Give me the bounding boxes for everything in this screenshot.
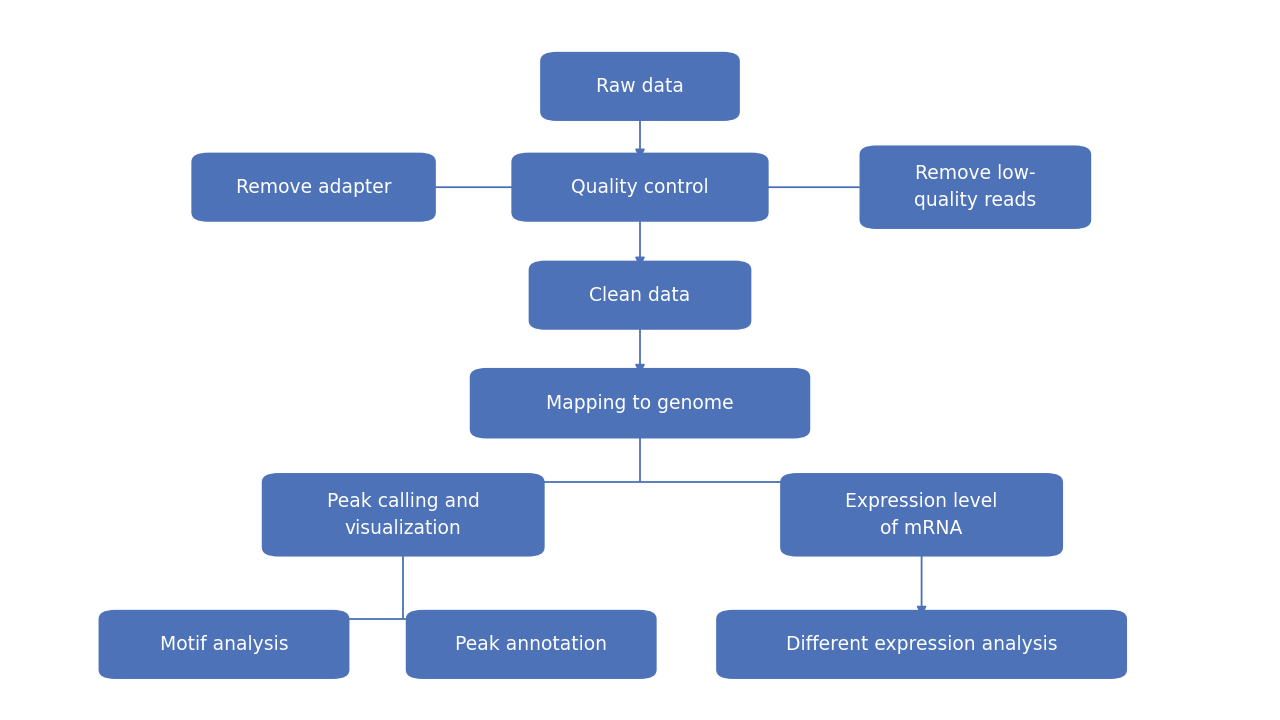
FancyBboxPatch shape [262, 473, 545, 557]
FancyBboxPatch shape [470, 368, 810, 438]
FancyBboxPatch shape [860, 145, 1091, 229]
FancyBboxPatch shape [540, 52, 740, 121]
Text: Expression level
of mRNA: Expression level of mRNA [845, 492, 998, 538]
Text: Mapping to genome: Mapping to genome [547, 394, 733, 413]
Text: Remove adapter: Remove adapter [236, 178, 392, 197]
FancyBboxPatch shape [529, 261, 751, 330]
FancyBboxPatch shape [511, 153, 768, 222]
Text: Peak calling and
visualization: Peak calling and visualization [326, 492, 480, 538]
Text: Peak annotation: Peak annotation [456, 635, 607, 654]
Text: Clean data: Clean data [589, 286, 691, 305]
FancyBboxPatch shape [717, 610, 1128, 679]
FancyBboxPatch shape [780, 473, 1062, 557]
Text: Quality control: Quality control [571, 178, 709, 197]
Text: Motif analysis: Motif analysis [160, 635, 288, 654]
Text: Remove low-
quality reads: Remove low- quality reads [914, 164, 1037, 210]
Text: Different expression analysis: Different expression analysis [786, 635, 1057, 654]
FancyBboxPatch shape [191, 153, 435, 222]
FancyBboxPatch shape [406, 610, 657, 679]
FancyBboxPatch shape [99, 610, 349, 679]
Text: Raw data: Raw data [596, 77, 684, 96]
